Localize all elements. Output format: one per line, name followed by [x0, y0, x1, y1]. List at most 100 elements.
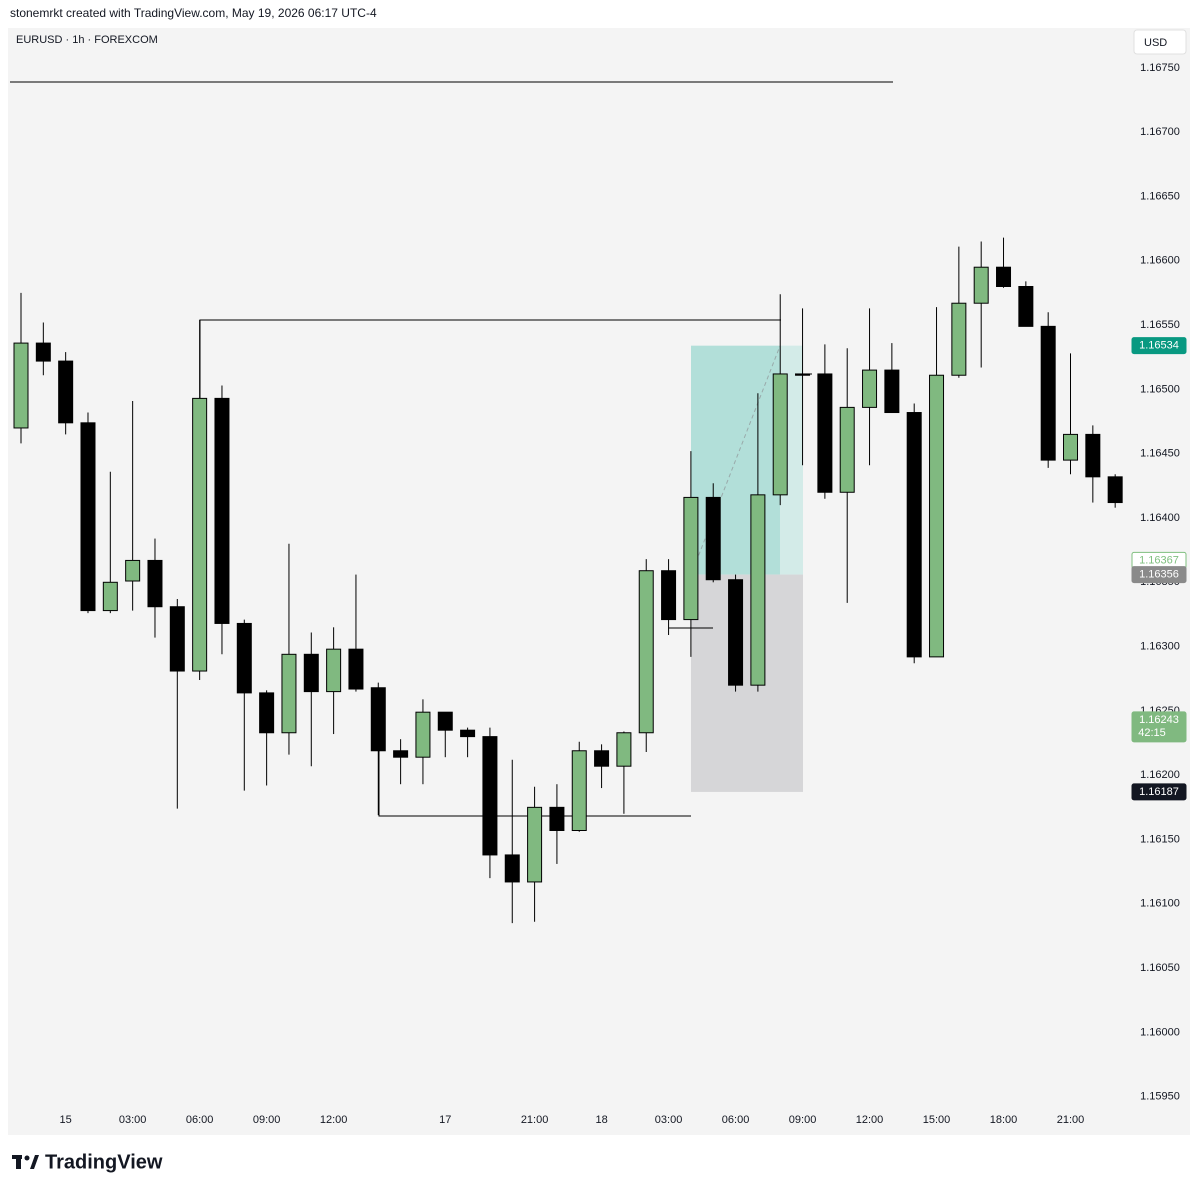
- candle-body: [772, 373, 788, 496]
- countdown: 42:15: [1138, 727, 1166, 739]
- candle-body: [996, 266, 1012, 287]
- attribution: stonemrkt created with TradingView.com, …: [10, 6, 377, 20]
- axes: 1.15950 1.16000 1.16050 1.16100 1.16150 1.162…: [60, 62, 1187, 1126]
- brand-logo: TradingView: [12, 1151, 163, 1173]
- y-tick-label: 1.16000: [1140, 1026, 1180, 1038]
- candle-body: [728, 579, 744, 686]
- trade-path: [690, 345, 781, 576]
- price-badge: [1131, 566, 1187, 584]
- y-tick-label: 1.16550: [1140, 319, 1180, 331]
- x-tick-label: 03:00: [119, 1114, 147, 1126]
- candle-body: [929, 374, 945, 658]
- candle-body: [973, 266, 989, 304]
- candle-body: [35, 342, 51, 362]
- candle-body: [303, 653, 319, 693]
- candle-body: [906, 412, 922, 658]
- candle-body: [169, 606, 185, 672]
- candle-body: [795, 373, 811, 376]
- price-badge: [1131, 711, 1187, 743]
- candle-body: [817, 373, 833, 493]
- candle-body: [460, 729, 476, 738]
- candle-body: [862, 369, 878, 408]
- candle-body: [839, 406, 855, 493]
- candle-body: [638, 570, 654, 734]
- candle-body: [214, 397, 230, 624]
- currency[interactable]: USD: [1144, 37, 1167, 49]
- candle-body: [192, 397, 208, 672]
- candles: [13, 237, 1123, 924]
- x-tick-label: 09:00: [789, 1114, 817, 1126]
- candle-body: [661, 570, 677, 621]
- candle-body: [80, 422, 96, 612]
- x-tick-label: 12:00: [320, 1114, 348, 1126]
- candle-body: [236, 622, 252, 694]
- y-tick-label: 1.16700: [1140, 126, 1180, 138]
- candle-body: [437, 711, 453, 731]
- x-tick-label: 21:00: [521, 1114, 549, 1126]
- price-badge: [1131, 783, 1187, 801]
- y-tick-label: 1.16750: [1140, 62, 1180, 74]
- candle-body: [951, 302, 967, 376]
- candle-body: [147, 559, 163, 608]
- price-badge-label: 1.16356: [1139, 568, 1179, 580]
- stop-zone: [691, 574, 803, 792]
- x-tick-label: 06:00: [186, 1114, 214, 1126]
- x-tick-label: 15:00: [923, 1114, 951, 1126]
- candle-body: [1085, 433, 1101, 478]
- x-tick-label: 18:00: [990, 1114, 1018, 1126]
- candle-body: [370, 687, 386, 752]
- candle-body: [58, 360, 74, 424]
- candle-body: [683, 496, 699, 621]
- price-badge-label: 1.16243: [1139, 714, 1179, 726]
- y-tick-label: 1.16500: [1140, 383, 1180, 395]
- candle-body: [884, 369, 900, 414]
- candle-body: [326, 648, 342, 693]
- y-tick-label: 1.16600: [1140, 255, 1180, 267]
- candle-body: [705, 496, 721, 581]
- y-tick-label: 1.15950: [1140, 1091, 1180, 1103]
- candle-body: [281, 653, 297, 734]
- symbol-info[interactable]: EURUSD · 1h · FOREXCOM: [16, 34, 158, 46]
- logo-mark: [24, 1155, 30, 1161]
- x-tick-label: 06:00: [722, 1114, 750, 1126]
- x-tick-label: 09:00: [253, 1114, 281, 1126]
- price-badge-label: 1.16187: [1139, 786, 1179, 798]
- candle-body: [348, 648, 364, 690]
- y-tick-label: 1.16450: [1140, 448, 1180, 460]
- candle-body: [102, 581, 118, 612]
- price-badge-label: 1.16367: [1139, 554, 1179, 566]
- candle-body: [549, 806, 565, 831]
- x-tick-label: 21:00: [1057, 1114, 1085, 1126]
- y-tick-label: 1.16050: [1140, 962, 1180, 974]
- candle-body: [482, 736, 498, 856]
- candle-body: [594, 750, 610, 767]
- logo-mark: [16, 1155, 21, 1169]
- candle-body: [1018, 285, 1034, 327]
- chart-pane: [8, 28, 1190, 1135]
- logo-mark: [30, 1155, 39, 1169]
- candle-body: [125, 559, 141, 582]
- candle-body: [1040, 325, 1056, 461]
- candle-body: [393, 750, 409, 758]
- candle-body: [750, 494, 766, 686]
- x-tick-label: 12:00: [856, 1114, 884, 1126]
- candle-body: [571, 750, 587, 831]
- y-tick-label: 1.16200: [1140, 769, 1180, 781]
- candle-body: [13, 342, 29, 429]
- candle-body: [415, 711, 431, 758]
- x-tick-label: 18: [595, 1114, 607, 1126]
- y-tick-label: 1.16400: [1140, 512, 1180, 524]
- brand: TradingView: [45, 1151, 163, 1173]
- candle-body: [504, 854, 520, 883]
- price-badge-label: 1.16534: [1139, 340, 1179, 352]
- price-badge: [1131, 337, 1187, 355]
- x-tick-label: 15: [60, 1114, 72, 1126]
- x-tick-label: 17: [439, 1114, 451, 1126]
- candle-body: [259, 692, 275, 734]
- y-tick-label: 1.16150: [1140, 833, 1180, 845]
- y-tick-label: 1.16100: [1140, 898, 1180, 910]
- level-line: [378, 751, 691, 817]
- candle-body: [616, 732, 632, 767]
- currency-button[interactable]: [1133, 29, 1187, 55]
